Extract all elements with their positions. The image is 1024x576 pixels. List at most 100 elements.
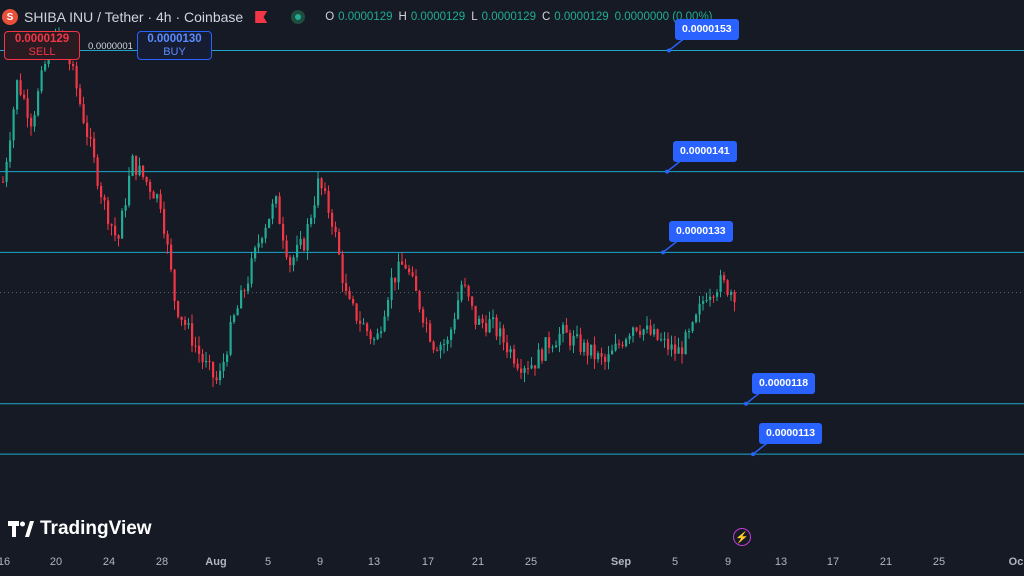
candle-body [86, 122, 89, 137]
candle-body [131, 155, 134, 176]
price-level-tag[interactable]: 0.0000118 [752, 372, 816, 394]
candle-body [583, 342, 586, 352]
candle-body [149, 181, 152, 192]
candle-body [285, 240, 288, 258]
candle-body [730, 292, 733, 295]
candle-body [436, 349, 439, 351]
candle-body [443, 343, 446, 345]
price-level-tag[interactable]: 0.0000153 [675, 19, 739, 41]
candle-body [173, 269, 176, 302]
x-axis-tick-label: Oc [1008, 556, 1024, 568]
candle-body [82, 103, 85, 123]
candle-body [2, 181, 5, 183]
candle-body [653, 329, 656, 335]
candle-body [415, 276, 418, 292]
candle-body [250, 258, 253, 284]
candle-body [236, 308, 239, 316]
candle-body [604, 356, 607, 362]
candle-body [614, 343, 617, 351]
candle-body [107, 200, 110, 225]
candle-body [219, 370, 222, 381]
flag-icon[interactable] [255, 11, 268, 23]
candle-body [597, 353, 600, 360]
candle-body [296, 244, 299, 258]
candle-body [121, 210, 124, 239]
candle-body [184, 319, 187, 325]
price-level-tag[interactable]: 0.0000113 [759, 423, 823, 445]
spread-value: 0.0000001 [88, 41, 133, 52]
candle-body [607, 354, 610, 362]
candle-body [376, 333, 379, 340]
candle-body [520, 368, 523, 373]
candle-body [16, 80, 19, 110]
candle-body [460, 284, 463, 301]
ohlc-open-key: O [325, 11, 335, 23]
candle-body [299, 238, 302, 245]
ohlc-close-value: 0.0000129 [554, 11, 609, 23]
sell-price: 0.0000129 [14, 32, 70, 45]
candle-body [387, 300, 390, 317]
candle-body [649, 325, 652, 335]
candle-body [152, 191, 155, 199]
x-axis-tick-label: 20 [49, 556, 63, 568]
x-axis-tick-label: 17 [421, 556, 435, 568]
tag-anchor-dot [751, 452, 755, 457]
shib-coin-icon: S [2, 9, 18, 25]
candle-body [576, 334, 579, 336]
symbol-title[interactable]: SHIBA INU / Tether · 4h · Coinbase [24, 9, 244, 25]
x-axis-tick-label: 17 [826, 556, 840, 568]
price-level-tag[interactable]: 0.0000141 [673, 140, 737, 162]
lightning-icon[interactable]: ⚡ [733, 528, 751, 546]
candle-body [177, 301, 180, 317]
sell-button[interactable]: 0.0000129 SELL [4, 31, 80, 60]
candle-body [191, 323, 194, 346]
candle-body [271, 203, 274, 219]
candle-body [12, 109, 15, 141]
candle-body [579, 334, 582, 352]
candle-body [548, 337, 551, 348]
market-status-icon[interactable] [291, 10, 306, 24]
candle-body [170, 244, 173, 270]
candle-body [89, 136, 92, 139]
candle-body [733, 292, 736, 303]
candle-body [44, 64, 47, 71]
candle-body [145, 176, 148, 182]
candle-body [359, 320, 362, 324]
buy-button[interactable]: 0.0000130 BUY [137, 31, 212, 60]
ohlc-close-key: C [541, 11, 551, 23]
candle-body [702, 301, 705, 304]
x-axis-tick-label: 28 [155, 556, 169, 568]
x-axis-tick-label: 9 [316, 556, 324, 568]
candle-body [233, 315, 236, 323]
candle-body [562, 324, 565, 334]
buy-price: 0.0000130 [147, 32, 202, 45]
candle-body [691, 322, 694, 332]
x-axis-tick-label: 21 [471, 556, 485, 568]
ohlc-high-key: H [398, 11, 407, 23]
candle-body [23, 94, 26, 99]
tradingview-logo[interactable]: TradingView [8, 518, 152, 540]
candle-body [198, 345, 201, 354]
price-level-tag[interactable]: 0.0000133 [669, 221, 733, 243]
tradingview-mark-icon [8, 521, 34, 537]
tag-connectors [661, 38, 768, 457]
candle-body [642, 329, 645, 335]
x-axis-tick-label: 5 [671, 556, 679, 568]
candle-body [366, 323, 369, 332]
candle-body [698, 303, 701, 315]
tag-connector [745, 392, 761, 405]
candle-body [313, 205, 316, 218]
candle-body [527, 368, 530, 370]
candle-body [523, 368, 526, 373]
candle-body [439, 344, 442, 351]
candle-body [674, 344, 677, 354]
candle-body [243, 290, 246, 292]
candle-body [163, 208, 166, 234]
candle-body [530, 365, 533, 369]
candle-body [677, 347, 680, 354]
candle-body [383, 316, 386, 332]
candle-body [310, 217, 313, 225]
candle-body [212, 362, 215, 378]
tag-anchor-dot [744, 401, 748, 406]
